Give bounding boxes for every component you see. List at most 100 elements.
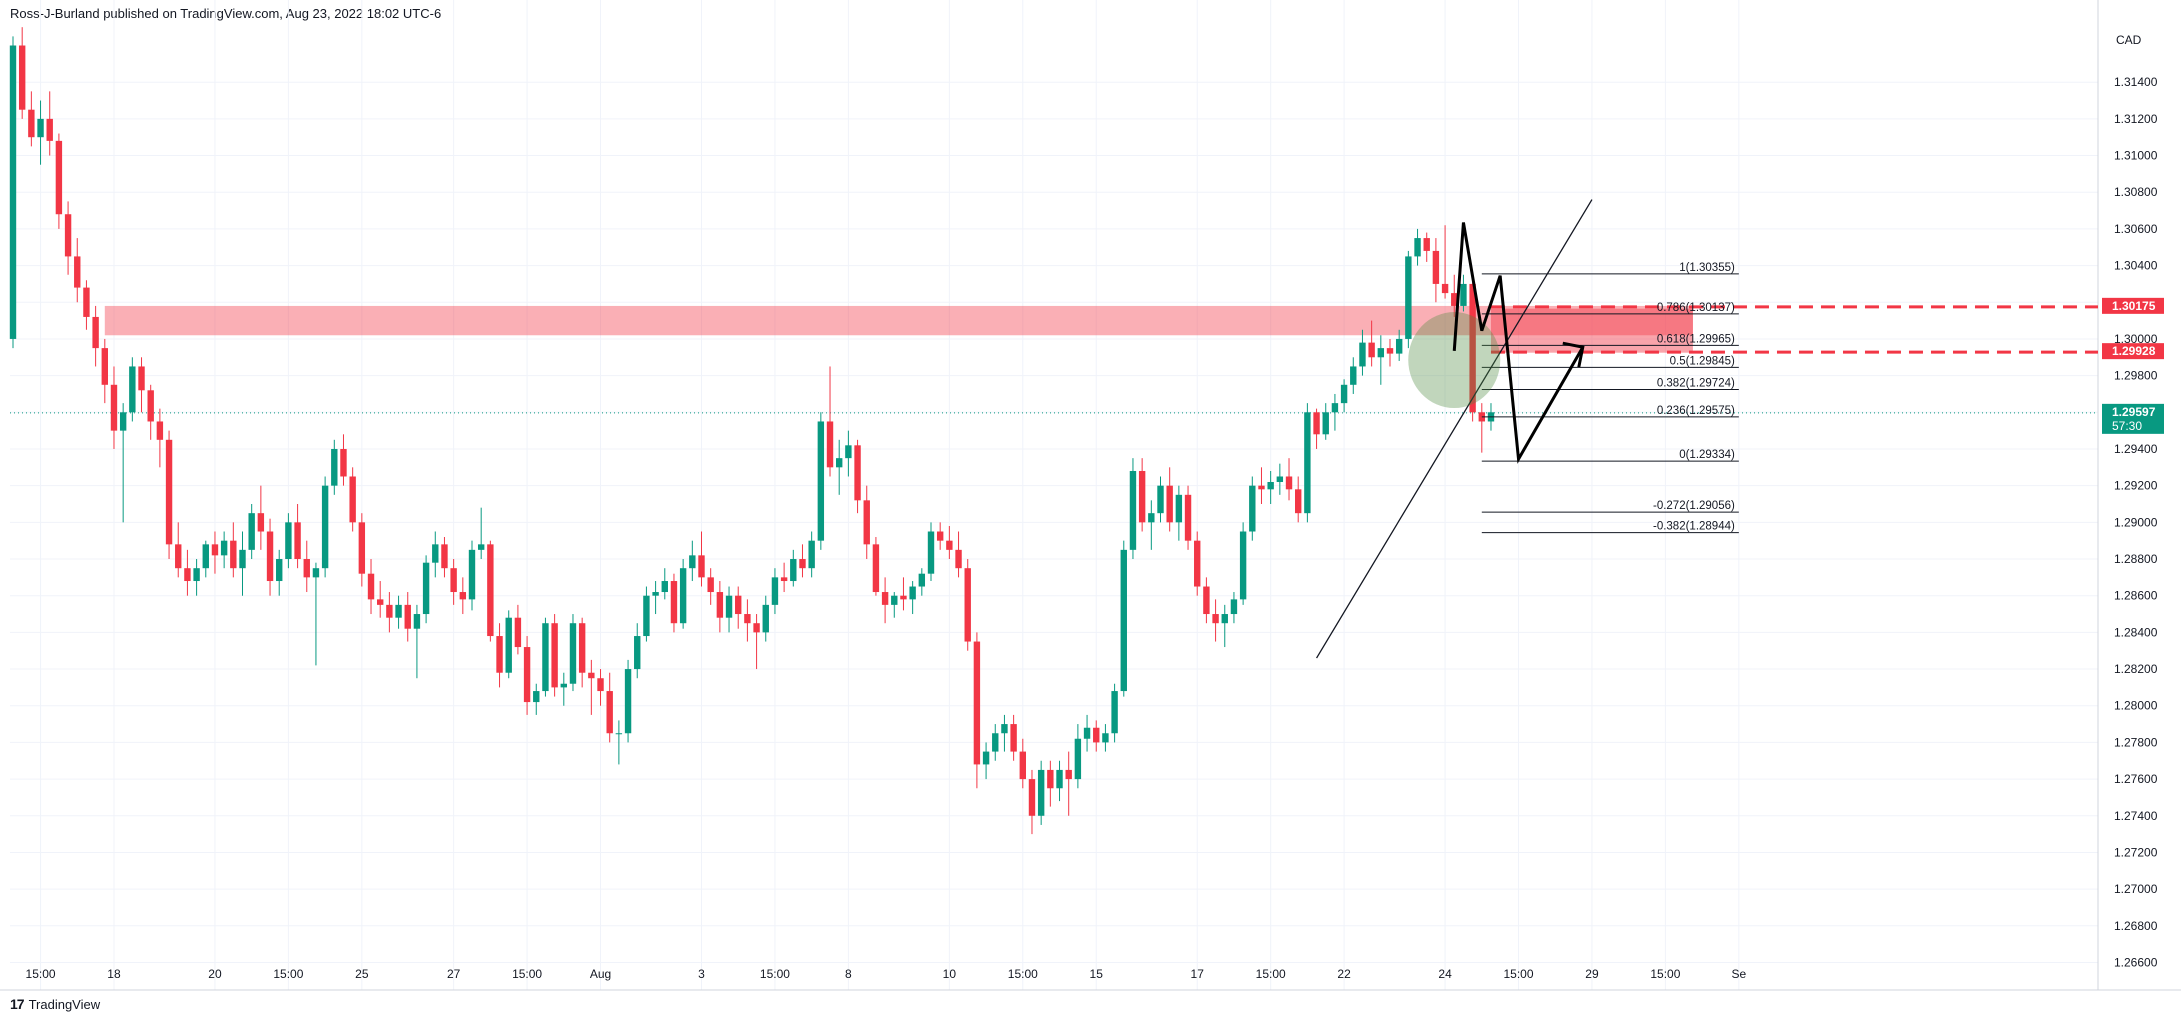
candle-body <box>156 421 164 440</box>
price-tick-label: 1.28000 <box>2114 699 2158 713</box>
fib-level-label: 0(1.29334) <box>1679 449 1735 461</box>
price-tick-label: 1.31400 <box>2114 75 2158 89</box>
time-tick-label: 15 <box>1090 967 1104 981</box>
price-tick-label: 1.28600 <box>2114 589 2158 603</box>
candle-body <box>514 617 522 648</box>
candle-body <box>193 568 200 582</box>
candle-body <box>1432 250 1440 284</box>
candle-body <box>1221 614 1228 624</box>
fib-level-label: -0.382(1.28944) <box>1653 521 1735 533</box>
candle-body <box>1423 238 1430 251</box>
candle-body <box>1166 485 1173 523</box>
candle-body <box>340 448 347 477</box>
price-tick-label: 1.29200 <box>2114 479 2158 493</box>
candle-body <box>266 531 274 582</box>
time-tick-label: 29 <box>1585 967 1599 981</box>
candle-body <box>1304 412 1311 514</box>
candle-body <box>523 647 531 703</box>
candle-body <box>762 604 769 633</box>
time-tick-label: 15:00 <box>1650 967 1680 981</box>
candle-body <box>276 559 283 582</box>
candle-body <box>872 544 880 593</box>
fib-level-label: 0.5(1.29845) <box>1670 355 1735 367</box>
arrow-head <box>1562 341 1585 368</box>
candle-body <box>74 256 81 288</box>
candle-body <box>441 544 448 569</box>
fib-level-label: 1(1.30355) <box>1679 262 1735 274</box>
candle-body <box>119 412 127 431</box>
candles <box>9 27 1495 835</box>
candle-body <box>1074 738 1082 780</box>
candle-body <box>303 559 310 578</box>
candle-body <box>386 604 393 618</box>
candle-body <box>450 568 457 593</box>
candle-body <box>404 604 411 629</box>
time-tick-label: 17 <box>1191 967 1205 981</box>
pattern-path <box>1452 222 1585 464</box>
price-tick-label: 1.28200 <box>2114 662 2158 676</box>
candle-body <box>1414 238 1421 257</box>
candle-body <box>257 513 265 532</box>
candle-body <box>1295 489 1302 514</box>
price-badge-label: 1.29597 <box>2112 405 2156 419</box>
candle-body <box>790 559 797 582</box>
time-tick-label: 22 <box>1337 967 1351 981</box>
time-tick-label: 15:00 <box>26 967 56 981</box>
time-axis[interactable]: 15:00 18 20 15:00 25 27 15:00 Aug 3 15:00 8 10 15:00… <box>26 967 1747 981</box>
price-tick-label: 1.27000 <box>2114 882 2158 896</box>
time-tick-label: 15:00 <box>273 967 303 981</box>
candle-body <box>1368 342 1375 358</box>
candle-body <box>643 595 650 637</box>
candle-body <box>597 678 604 692</box>
candle-body <box>753 623 760 633</box>
candle-body <box>331 448 338 486</box>
candle-body <box>1212 614 1219 624</box>
fib-level-label: 0.382(1.29724) <box>1657 378 1735 390</box>
candle-body <box>900 595 907 600</box>
candle-body <box>1083 727 1091 739</box>
candle-body <box>37 118 44 138</box>
fib-level-label: -0.272(1.29056) <box>1653 500 1735 512</box>
candle-body <box>826 421 834 468</box>
candle-body <box>1056 769 1063 789</box>
supply-zone-right <box>1490 308 1693 353</box>
candle-body <box>55 140 63 215</box>
candle-body <box>542 623 549 692</box>
candle-body <box>670 581 678 624</box>
time-tick-label: 15:00 <box>1008 967 1038 981</box>
price-tick-label: 1.26600 <box>2114 955 2158 969</box>
candle-body <box>982 751 990 765</box>
candle-body <box>909 586 916 600</box>
candle-body <box>239 549 246 569</box>
candle-body <box>1340 384 1348 404</box>
price-badge-countdown: 57:30 <box>2112 419 2142 433</box>
candle-body <box>771 577 779 605</box>
candle-body <box>836 458 843 468</box>
candle-body <box>1093 727 1100 743</box>
candle-body <box>220 540 228 556</box>
candle-body <box>964 568 971 642</box>
time-tick-label: 15:00 <box>1256 967 1286 981</box>
price-tick-label: 1.30800 <box>2114 185 2158 199</box>
time-tick-label: 20 <box>208 967 222 981</box>
fib-retracement[interactable]: 1(1.30355) 0.786(1.30137) 0.618(1.29965) 0.… <box>1481 262 1739 534</box>
candle-body <box>918 573 926 587</box>
candle-body <box>1460 283 1467 306</box>
tradingview-footer: 17 TradingView <box>10 996 100 1012</box>
price-tick-label: 1.31200 <box>2114 112 2158 126</box>
currency-label: CAD <box>2116 33 2142 47</box>
candle-body <box>358 522 366 574</box>
drawings[interactable] <box>1316 199 1593 659</box>
candle-body <box>652 592 659 596</box>
candle-body <box>955 549 962 569</box>
price-tick-label: 1.31000 <box>2114 149 2158 163</box>
candle-body <box>138 366 145 391</box>
candle-body <box>175 544 182 569</box>
price-tick-label: 1.30000 <box>2114 332 2158 346</box>
candle-body <box>817 421 825 541</box>
candle-body <box>1441 283 1449 294</box>
candle-body <box>28 109 35 138</box>
highlight-circle <box>1408 312 1501 409</box>
candle-body <box>202 544 209 569</box>
